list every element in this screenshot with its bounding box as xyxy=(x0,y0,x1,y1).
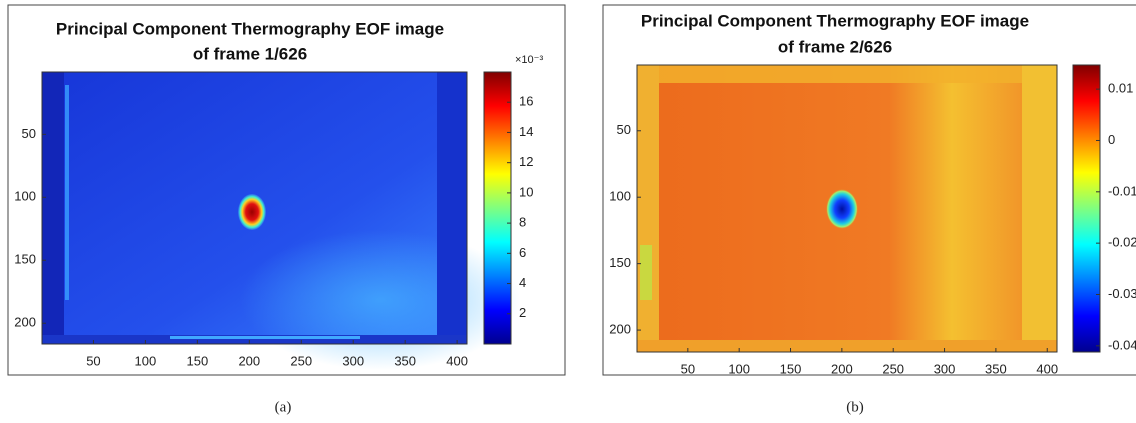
y-tick-label: 150 xyxy=(14,252,36,267)
colorbar-tick-label: -0.03 xyxy=(1108,286,1136,301)
chart-title: of frame 1/626 xyxy=(193,44,307,63)
colorbar-tick-label: 16 xyxy=(519,94,533,109)
x-tick-label: 350 xyxy=(394,353,416,368)
colorbar xyxy=(1072,64,1101,353)
x-tick-label: 250 xyxy=(882,361,904,376)
x-tick-label: 150 xyxy=(780,361,802,376)
caption: (b) xyxy=(846,399,864,415)
colorbar-tick-label: 12 xyxy=(519,154,533,169)
colorbar-tick-label: 0.01 xyxy=(1108,81,1133,96)
colorbar-tick-label: 6 xyxy=(519,245,526,260)
x-tick-label: 250 xyxy=(290,353,312,368)
y-tick-label: 200 xyxy=(14,315,36,330)
x-tick-label: 100 xyxy=(728,361,750,376)
axes-frame xyxy=(41,71,468,345)
y-tick-label: 200 xyxy=(609,322,631,337)
x-tick-label: 350 xyxy=(985,361,1007,376)
y-tick-label: 50 xyxy=(22,126,36,141)
colorbar-tick-label: 0 xyxy=(1108,132,1115,147)
panel-frame xyxy=(602,4,1136,376)
y-tick-label: 150 xyxy=(609,255,631,270)
y-tick-label: 100 xyxy=(609,189,631,204)
thermal-image xyxy=(637,65,1057,352)
x-tick-label: 50 xyxy=(86,353,100,368)
y-tick-label: 100 xyxy=(14,189,36,204)
colorbar-tick-label: -0.01 xyxy=(1108,183,1136,198)
colorbar-tick-label: -0.04 xyxy=(1108,337,1136,352)
colorbar-tick-label: 4 xyxy=(519,275,526,290)
chart-title: Principal Component Thermography EOF ima… xyxy=(641,11,1029,30)
chart-title: Principal Component Thermography EOF ima… xyxy=(56,19,444,38)
x-tick-label: 200 xyxy=(831,361,853,376)
y-tick-label: 50 xyxy=(617,122,631,137)
caption: (a) xyxy=(275,399,292,415)
colorbar-tick-label: 14 xyxy=(519,124,533,139)
chart-title: of frame 2/626 xyxy=(778,37,892,56)
x-tick-label: 100 xyxy=(135,353,157,368)
colorbar-scale: ×10⁻³ xyxy=(515,54,543,66)
colorbar xyxy=(483,71,512,345)
x-tick-label: 200 xyxy=(238,353,260,368)
panel-frame xyxy=(7,4,566,376)
axes-frame xyxy=(636,64,1058,353)
colorbar-tick-label: -0.02 xyxy=(1108,235,1136,250)
colorbar-tick-label: 8 xyxy=(519,215,526,230)
colorbar-tick-label: 10 xyxy=(519,184,533,199)
x-tick-label: 400 xyxy=(446,353,468,368)
x-tick-label: 50 xyxy=(681,361,695,376)
x-tick-label: 300 xyxy=(342,353,364,368)
x-tick-label: 150 xyxy=(186,353,208,368)
x-tick-label: 400 xyxy=(1036,361,1058,376)
thermal-image xyxy=(42,72,520,370)
colorbar-tick-label: 2 xyxy=(519,305,526,320)
x-tick-label: 300 xyxy=(934,361,956,376)
